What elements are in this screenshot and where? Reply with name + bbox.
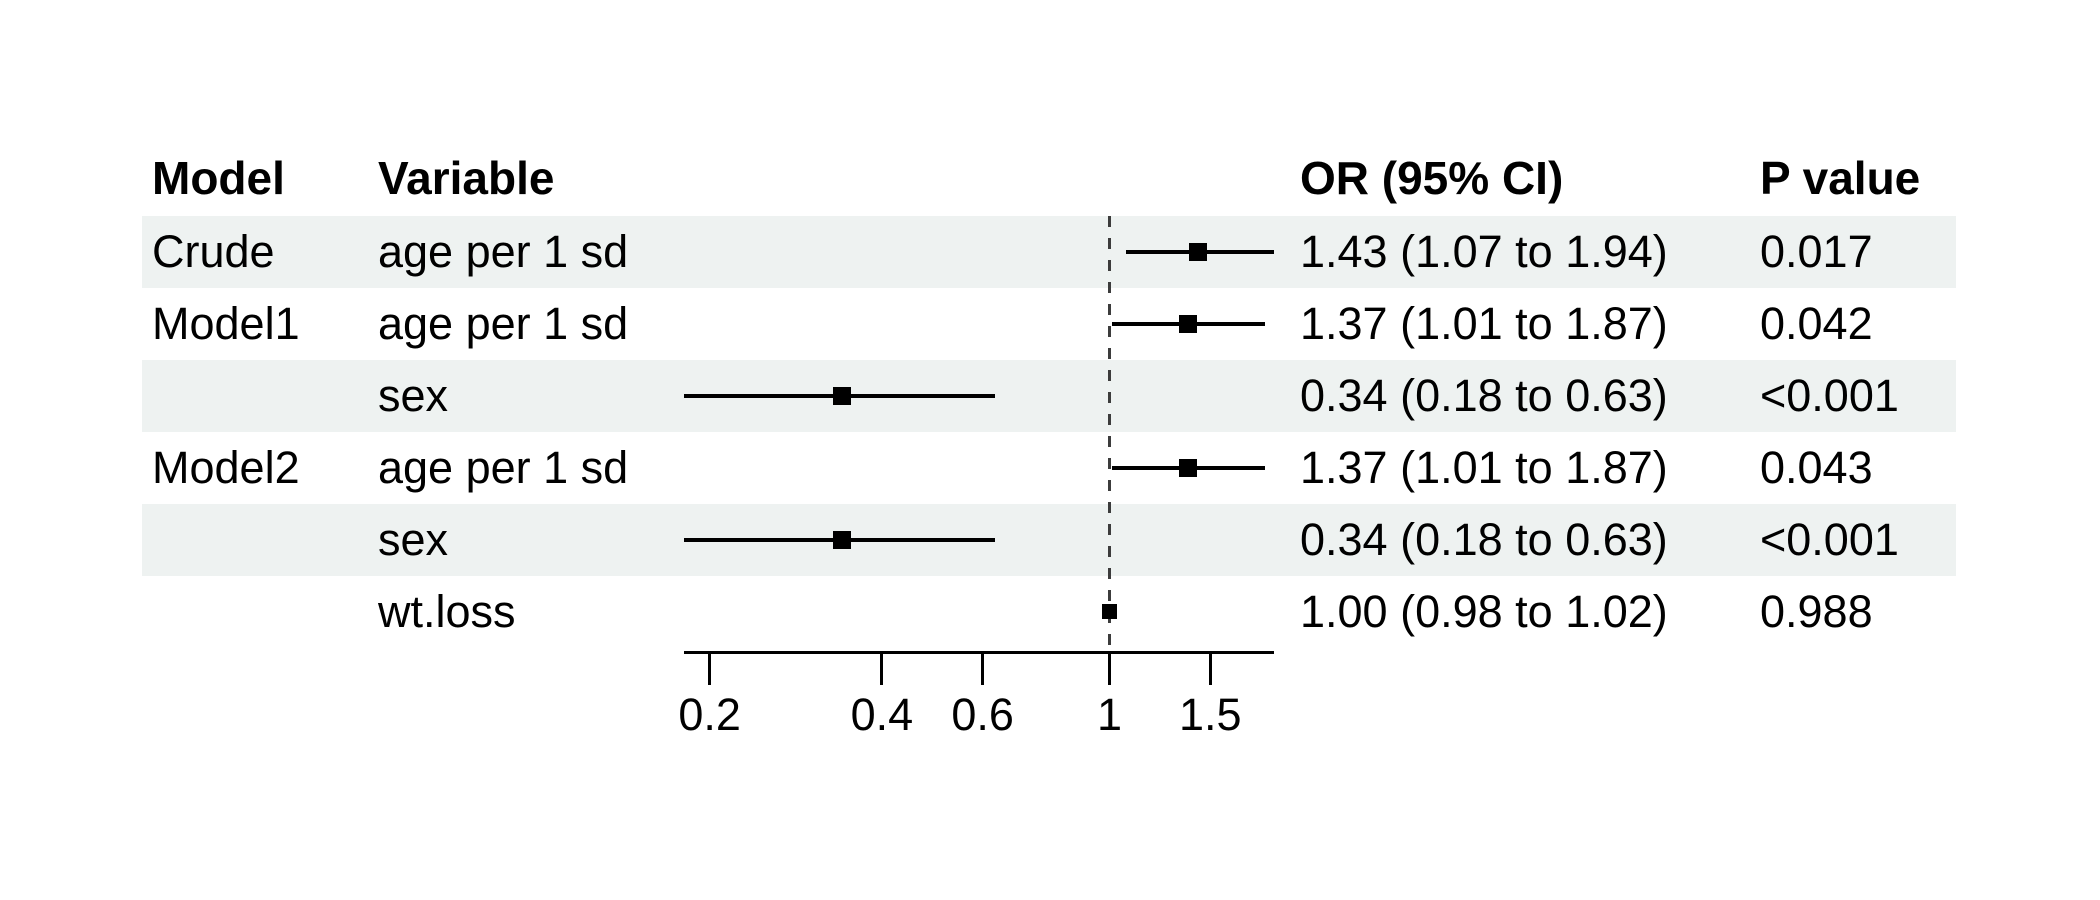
or-ci-cell: 1.43 (1.07 to 1.94) bbox=[1300, 225, 1668, 277]
or-ci-cell: 1.37 (1.01 to 1.87) bbox=[1300, 297, 1668, 349]
x-axis-tick-label: 1 bbox=[1096, 689, 1123, 740]
p-value-cell: 0.988 bbox=[1760, 585, 1873, 637]
x-axis-tick-label: 0.6 bbox=[951, 689, 1014, 740]
row-shade bbox=[142, 215, 1956, 288]
or-marker bbox=[1178, 314, 1197, 333]
p-value-cell: 0.043 bbox=[1760, 441, 1873, 493]
or-marker bbox=[1102, 604, 1117, 619]
row-shade bbox=[142, 503, 1956, 576]
p-value-cell: 0.017 bbox=[1760, 225, 1873, 277]
x-axis-tick-label: 0.4 bbox=[850, 689, 914, 740]
p-value-cell: 0.042 bbox=[1760, 297, 1873, 349]
x-axis-line bbox=[683, 651, 1275, 654]
reference-line bbox=[1108, 215, 1111, 653]
x-axis-tick bbox=[880, 653, 884, 685]
x-axis-tick bbox=[1208, 653, 1212, 685]
column-header-variable: Variable bbox=[378, 152, 555, 204]
column-header-p-value: P value bbox=[1760, 152, 1921, 204]
variable-cell: age per 1 sd bbox=[378, 297, 629, 349]
column-header-or-ci: OR (95% CI) bbox=[1300, 152, 1564, 204]
or-ci-cell: 0.34 (0.18 to 0.63) bbox=[1300, 513, 1668, 565]
p-value-cell: <0.001 bbox=[1760, 513, 1899, 565]
x-axis-tick bbox=[981, 653, 985, 685]
or-marker bbox=[832, 386, 851, 405]
or-ci-cell: 1.00 (0.98 to 1.02) bbox=[1300, 585, 1668, 637]
variable-cell: age per 1 sd bbox=[378, 441, 629, 493]
or-ci-cell: 0.34 (0.18 to 0.63) bbox=[1300, 369, 1668, 421]
or-marker bbox=[1189, 242, 1208, 261]
variable-cell: sex bbox=[378, 513, 449, 565]
or-marker bbox=[832, 530, 851, 549]
model-cell: Crude bbox=[152, 225, 275, 277]
model-cell: Model2 bbox=[152, 441, 300, 493]
x-axis-tick bbox=[708, 653, 712, 685]
x-axis-tick-label: 0.2 bbox=[678, 689, 741, 740]
x-axis-tick bbox=[1108, 653, 1111, 685]
or-marker bbox=[1178, 458, 1197, 477]
row-shade bbox=[142, 359, 1956, 432]
variable-cell: age per 1 sd bbox=[378, 225, 629, 277]
variable-cell: wt.loss bbox=[378, 585, 516, 637]
model-cell: Model1 bbox=[152, 297, 300, 349]
x-axis-tick-label: 1.5 bbox=[1178, 689, 1242, 740]
or-ci-cell: 1.37 (1.01 to 1.87) bbox=[1300, 441, 1668, 493]
variable-cell: sex bbox=[378, 369, 449, 421]
p-value-cell: <0.001 bbox=[1760, 369, 1899, 421]
column-header-model: Model bbox=[152, 152, 285, 204]
